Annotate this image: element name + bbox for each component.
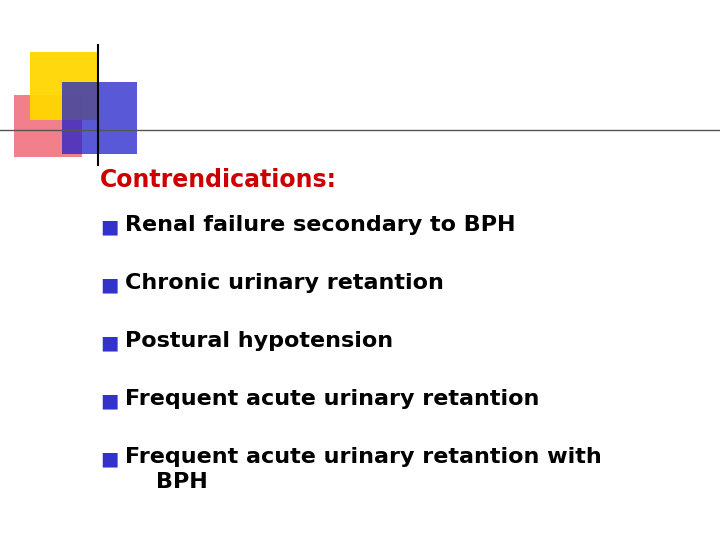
Text: Frequent acute urinary retantion: Frequent acute urinary retantion [125,389,539,409]
Text: ■: ■ [100,217,118,236]
FancyBboxPatch shape [30,52,98,120]
Text: Renal failure secondary to BPH: Renal failure secondary to BPH [125,215,516,235]
Text: ■: ■ [100,391,118,410]
Text: Contrendications:: Contrendications: [100,168,337,192]
Text: ■: ■ [100,275,118,294]
Text: ■: ■ [100,449,118,468]
FancyBboxPatch shape [14,95,82,157]
Text: ■: ■ [100,333,118,352]
FancyBboxPatch shape [62,82,137,154]
Text: Postural hypotension: Postural hypotension [125,331,393,351]
Text: Frequent acute urinary retantion with
    BPH: Frequent acute urinary retantion with BP… [125,447,602,492]
Text: Chronic urinary retantion: Chronic urinary retantion [125,273,444,293]
